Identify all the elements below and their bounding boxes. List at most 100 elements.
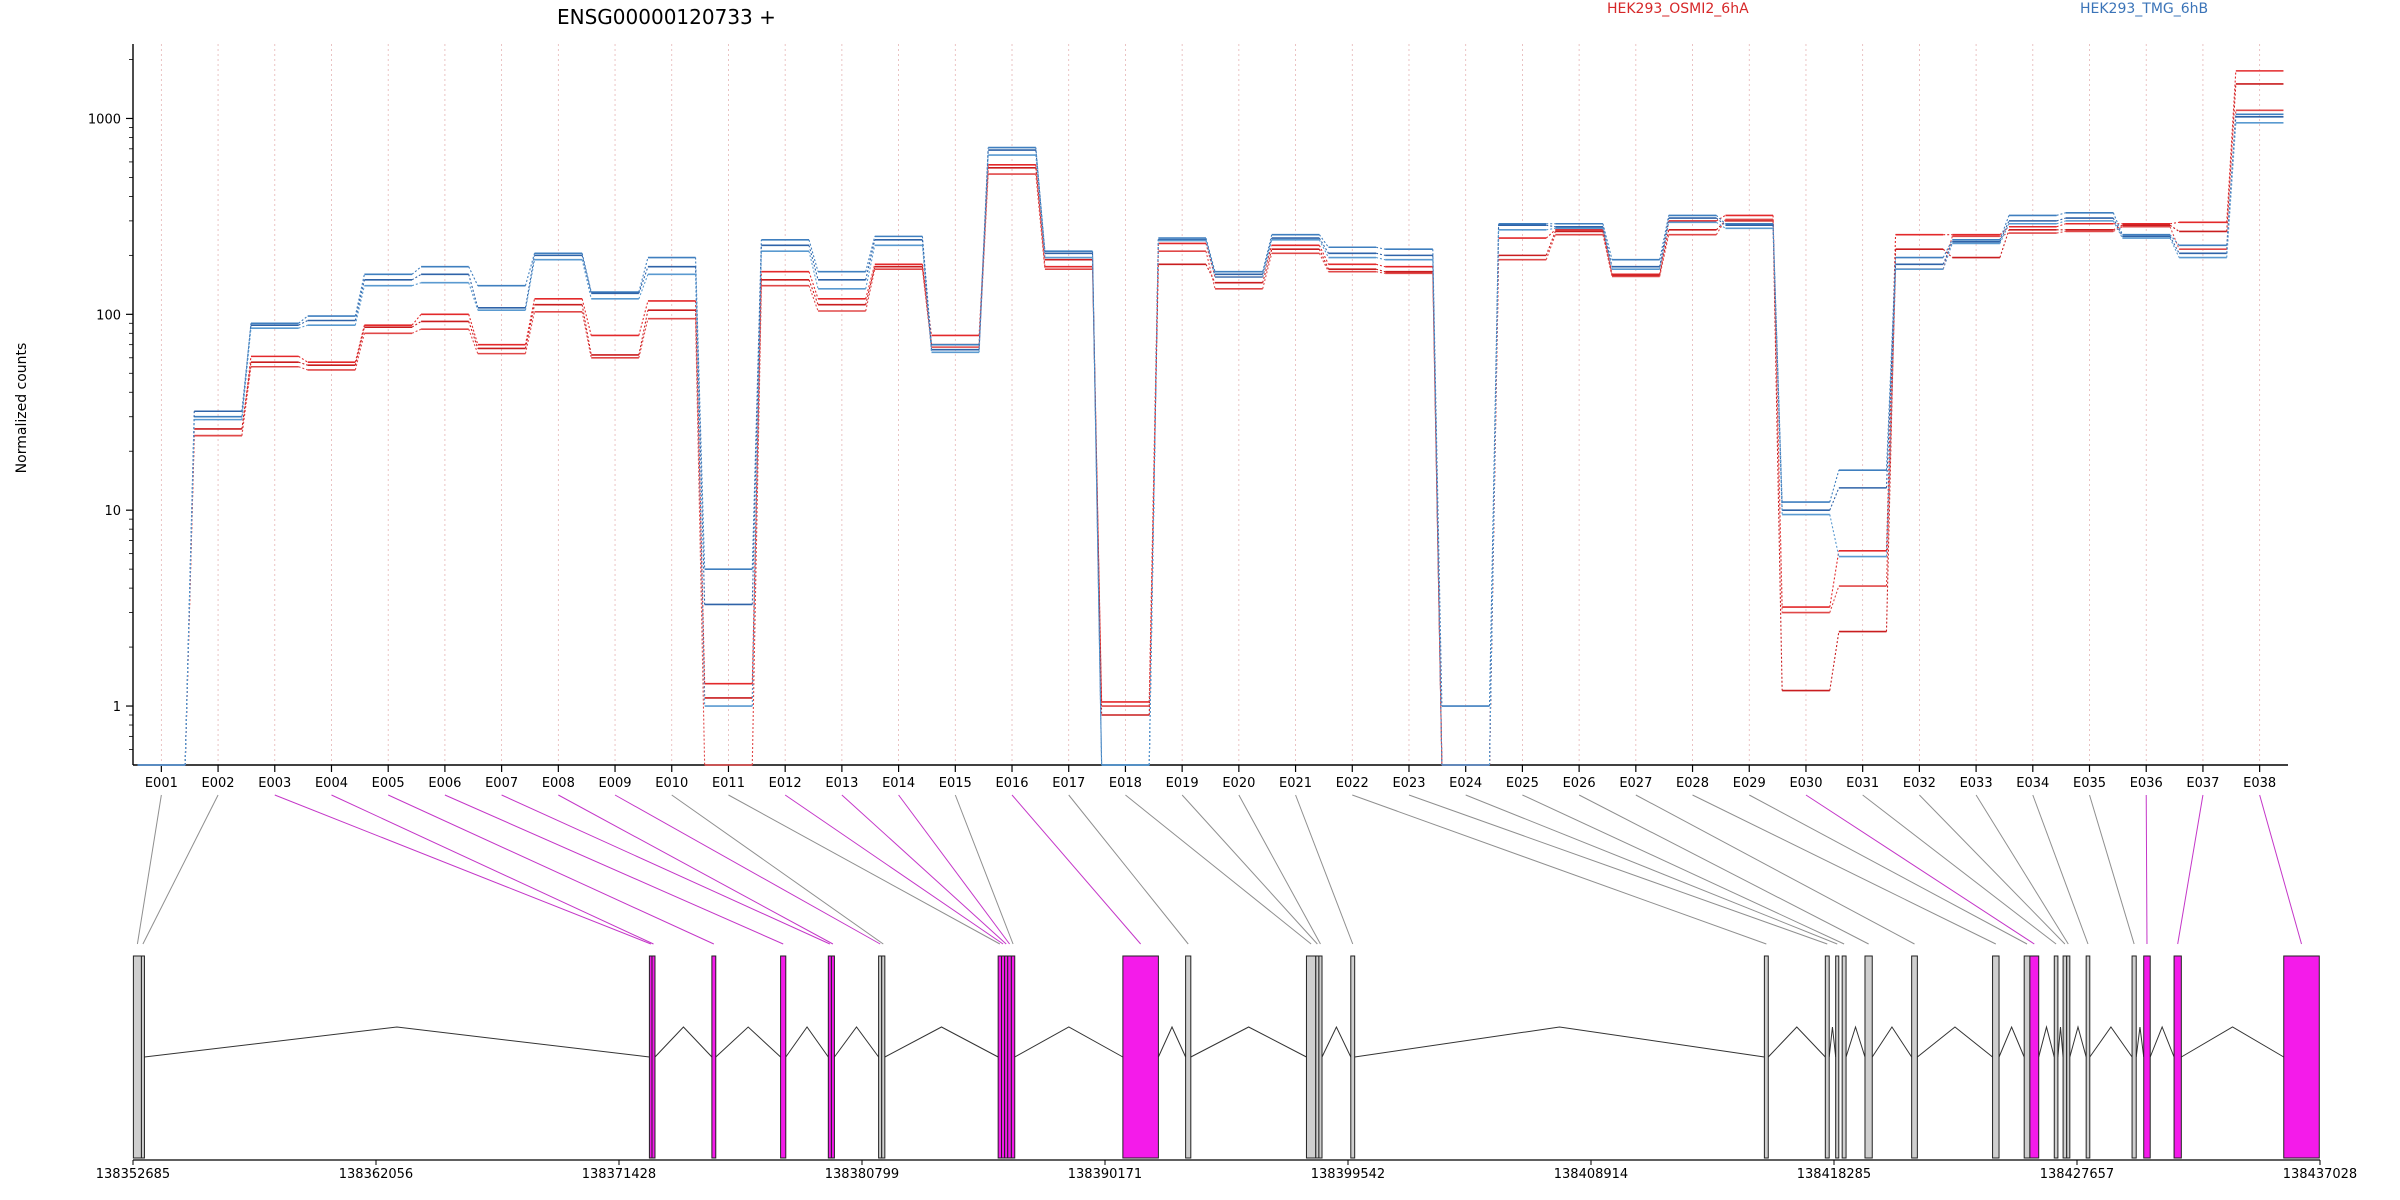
y-tick-label-1: 1 — [113, 700, 121, 715]
intron-E002 — [144, 1026, 650, 1058]
exon-box-E006 — [780, 955, 787, 1159]
x-tick-label-E003: E003 — [258, 776, 291, 791]
x-tick-label-E035: E035 — [2073, 776, 2106, 791]
x-tick-label-E007: E007 — [485, 776, 518, 791]
connector-E029 — [1749, 794, 2028, 945]
connector-E023 — [1408, 794, 1828, 945]
connector-E007 — [501, 794, 831, 945]
series-connector-line — [184, 114, 2237, 766]
axes: 1 10 100 1000 E001 E002 E003 E004 E005 E006 E007 E0… — [88, 44, 2288, 791]
exon-box-E005 — [711, 955, 717, 1159]
connector-E022 — [1352, 794, 1767, 945]
x-tick-label-E020: E020 — [1222, 776, 1255, 791]
gene-model — [132, 955, 2320, 1159]
exon-box-E032 — [2062, 955, 2068, 1159]
intron-E020 — [1321, 1025, 1352, 1058]
x-tick-label-E036: E036 — [2130, 776, 2163, 791]
exon-box-E002 — [140, 955, 145, 1159]
x-tick-label-E031: E031 — [1846, 776, 1879, 791]
intron-E034 — [2089, 1026, 2133, 1058]
coord-label-138371428: 138371428 — [582, 1167, 656, 1182]
connector-E028 — [1692, 794, 1997, 945]
series-connector-line — [184, 116, 2237, 766]
connector-E008 — [558, 794, 834, 945]
series-connector-line — [184, 110, 2237, 766]
x-tick-label-E038: E038 — [2243, 776, 2276, 791]
series-1-HEK293_OSMI2_6hA — [137, 83, 2284, 766]
coord-label-138362056: 138362056 — [339, 1167, 413, 1182]
intron-E037 — [2181, 1026, 2285, 1058]
x-tick-label-E015: E015 — [939, 776, 972, 791]
exon-box-E038 — [2283, 955, 2320, 1159]
series-3-HEK293_TMG_6hB — [137, 113, 2284, 766]
x-tick-label-E018: E018 — [1109, 776, 1142, 791]
exon-box-E015 — [1010, 955, 1016, 1159]
exon-box-E037 — [2173, 955, 2182, 1159]
exon-box-E008 — [830, 955, 835, 1159]
series-2-HEK293_OSMI2_6hA — [137, 109, 2284, 766]
intron-E031 — [2057, 1026, 2064, 1058]
x-tick-label-E004: E004 — [315, 776, 348, 791]
exon-box-E035 — [2131, 955, 2137, 1159]
connector-E035 — [2089, 794, 2135, 945]
connector-E011 — [728, 794, 1001, 945]
intron-E035 — [2135, 1026, 2145, 1058]
intron-E015 — [1014, 1026, 1124, 1058]
intron-E010 — [884, 1026, 999, 1058]
x-tick-label-E016: E016 — [995, 776, 1028, 791]
x-tick-label-E029: E029 — [1733, 776, 1766, 791]
exon-box-E001 — [132, 955, 142, 1159]
x-tick-label-E010: E010 — [655, 776, 688, 791]
x-tick-label-E028: E028 — [1676, 776, 1709, 791]
x-tick-label-E034: E034 — [2016, 776, 2049, 791]
x-tick-label-E023: E023 — [1392, 776, 1425, 791]
x-tick-label-E019: E019 — [1166, 776, 1199, 791]
intron-E036 — [2149, 1025, 2175, 1058]
connector-E003 — [274, 794, 652, 945]
x-tick-label-E006: E006 — [428, 776, 461, 791]
connector-E014 — [898, 794, 1010, 945]
gene-title: ENSG00000120733 + — [557, 5, 776, 29]
connector-E030 — [1805, 794, 2035, 945]
coord-label-138418285: 138418285 — [1797, 1167, 1871, 1182]
x-tick-label-E026: E026 — [1563, 776, 1596, 791]
exon-box-E030 — [2029, 955, 2040, 1159]
intron-E022 — [1767, 1026, 1826, 1058]
coord-label-138352685: 138352685 — [96, 1167, 170, 1182]
connector-E038 — [2259, 794, 2302, 945]
x-tick-label-E002: E002 — [202, 776, 235, 791]
connector-E001 — [136, 794, 162, 945]
coord-label-138399542: 138399542 — [1311, 1167, 1385, 1182]
series-4-HEK293_TMG_6hB — [137, 115, 2284, 766]
intron-E026 — [1871, 1026, 1913, 1058]
series-connector-line — [184, 83, 2237, 766]
intron-E008 — [834, 1026, 880, 1058]
exon-box-E031 — [2053, 955, 2059, 1159]
connector-E009 — [614, 794, 881, 945]
exon-box-E010 — [881, 955, 886, 1159]
series-connector-line — [184, 70, 2237, 766]
x-tick-label-E022: E022 — [1336, 776, 1369, 791]
connector-E031 — [1862, 794, 2057, 945]
intron-E027 — [1917, 1026, 1993, 1058]
coord-label-138390171: 138390171 — [1068, 1167, 1142, 1182]
intron-E025 — [1845, 1025, 1866, 1058]
connector-E027 — [1635, 794, 1915, 945]
connector-E017 — [1068, 794, 1189, 945]
exon-box-E016 — [1122, 955, 1159, 1159]
connector-E026 — [1578, 794, 1869, 945]
connector-E033 — [1975, 794, 2069, 945]
connector-E005 — [387, 794, 715, 945]
x-tick-label-E021: E021 — [1279, 776, 1312, 791]
intron-E006 — [785, 1026, 829, 1058]
coord-label-138427657: 138427657 — [2040, 1167, 2114, 1182]
genomic-coordinate-axis: 138352685 138362056 138371428 138380799 1383… — [96, 1159, 2357, 1182]
coord-label-138437028: 138437028 — [2283, 1167, 2357, 1182]
exon-box-E028 — [1992, 955, 2000, 1159]
exon-box-E018 — [1305, 955, 1317, 1159]
exon-box-E004 — [651, 955, 656, 1159]
exon-box-E021 — [1350, 955, 1356, 1159]
exon-box-E027 — [1911, 955, 1918, 1159]
connector-E024 — [1465, 794, 1838, 945]
